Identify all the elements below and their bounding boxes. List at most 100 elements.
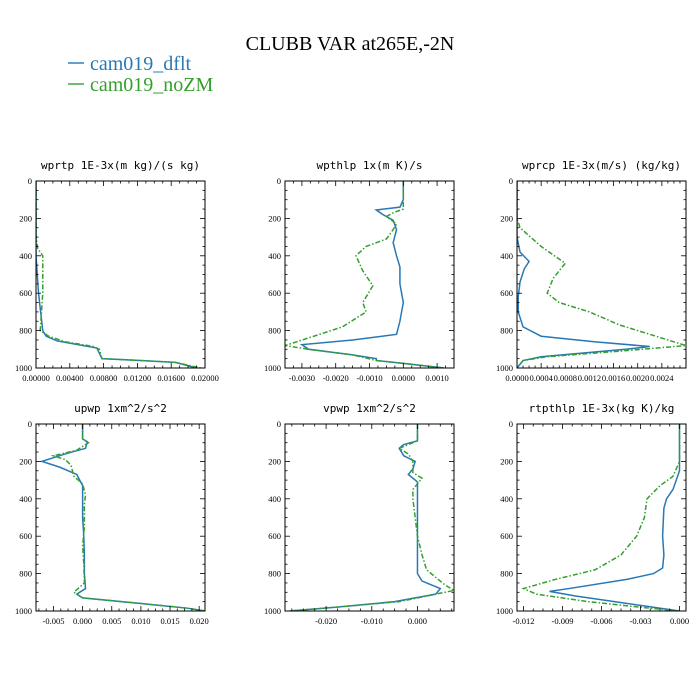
panel-title: rtpthlp 1E-3x(kg K)/kg <box>529 402 675 415</box>
y-tick-label: 0 <box>277 176 281 186</box>
series-line-dflt <box>549 424 681 611</box>
panel-4: upwp 1xm^2/s^2 0 200 400 600 800 1000 -0.005 0.0… <box>15 402 209 626</box>
y-tick-label: 800 <box>500 569 513 579</box>
x-tick-label: -0.012 <box>513 616 535 626</box>
y-tick-label: 1000 <box>496 363 513 373</box>
y-tick-label: 1000 <box>496 606 513 616</box>
y-tick-label: 200 <box>268 213 281 223</box>
x-tick-label: 0.0008 <box>554 373 577 383</box>
series-line-nozm <box>517 181 686 368</box>
y-tick-label: 400 <box>500 251 513 261</box>
series-line-nozm <box>521 424 681 611</box>
x-tick-label: -0.0030 <box>289 373 315 383</box>
y-tick-label: 400 <box>19 494 32 504</box>
x-tick-label: 0.00800 <box>90 373 118 383</box>
x-tick-label: -0.0010 <box>356 373 382 383</box>
x-tick-label: 0.01200 <box>124 373 152 383</box>
panel-5: vpwp 1xm^2/s^2 0 200 400 600 800 1000 -0.020 -0.… <box>264 402 455 626</box>
series-group <box>517 181 686 368</box>
y-tick-label: 800 <box>19 326 32 336</box>
x-tick-label: 0.010 <box>131 616 150 626</box>
x-tick-label: 0.02000 <box>191 373 219 383</box>
panel-title: wprcp 1E-3x(m/s) (kg/kg) <box>522 159 681 172</box>
x-tick-label: -0.0020 <box>323 373 349 383</box>
x-tick-label: 0.0010 <box>425 373 448 383</box>
y-tick-label: 0 <box>509 176 513 186</box>
x-tick-label: 0.005 <box>102 616 121 626</box>
x-tick-label: 0.00000 <box>22 373 50 383</box>
series-line-dflt <box>36 181 197 368</box>
x-tick-label: -0.010 <box>361 616 383 626</box>
y-tick-label: 800 <box>19 569 32 579</box>
y-tick-label: 800 <box>268 569 281 579</box>
y-tick-label: 0 <box>509 419 513 429</box>
y-tick-label: 1000 <box>15 606 32 616</box>
panel-title: wprtp 1E-3x(m kg)/(s kg) <box>41 159 200 172</box>
x-tick-label: 0.0012 <box>578 373 601 383</box>
series-line-nozm <box>50 424 205 611</box>
x-tick-label: 0.01600 <box>157 373 185 383</box>
x-tick-label: -0.003 <box>630 616 652 626</box>
y-tick-label: 400 <box>500 494 513 504</box>
y-tick-label: 600 <box>500 531 513 541</box>
x-tick-label: 0.015 <box>160 616 179 626</box>
y-tick-label: 1000 <box>264 606 281 616</box>
y-tick-label: 0 <box>277 419 281 429</box>
panel-title: vpwp 1xm^2/s^2 <box>323 402 416 415</box>
series-group <box>289 424 454 611</box>
panel-1: wprtp 1E-3x(m kg)/(s kg) 0 200 400 600 800 100… <box>15 159 219 383</box>
panel-2: wpthlp 1x(m K)/s 0 200 400 600 800 1000 -0.0030… <box>264 159 455 383</box>
y-tick-label: 0 <box>28 419 32 429</box>
x-tick-label: 0.00400 <box>56 373 84 383</box>
series-line-nozm <box>285 181 444 368</box>
figure-title: CLUBB VAR at265E,-2N <box>246 33 455 55</box>
plot-frame <box>516 180 687 369</box>
x-tick-label: 0.000 <box>408 616 427 626</box>
x-tick-label: 0.0000 <box>505 373 528 383</box>
y-tick-label: 600 <box>19 288 32 298</box>
y-tick-label: 0 <box>28 176 32 186</box>
x-tick-label: -0.020 <box>315 616 337 626</box>
y-tick-label: 800 <box>500 326 513 336</box>
series-line-dflt <box>517 181 650 368</box>
x-tick-label: -0.005 <box>42 616 64 626</box>
y-tick-label: 600 <box>268 531 281 541</box>
legend-label-dflt: cam019_dflt <box>90 53 192 75</box>
series-line-nozm <box>289 424 454 611</box>
plot-frame <box>35 423 206 612</box>
panel-3: wprcp 1E-3x(m/s) (kg/kg) 0 200 400 600 800 100… <box>496 159 687 383</box>
plot-frame <box>35 180 206 369</box>
series-line-nozm <box>36 181 201 368</box>
y-tick-label: 400 <box>268 251 281 261</box>
y-tick-label: 200 <box>268 456 281 466</box>
panel-title: upwp 1xm^2/s^2 <box>74 402 167 415</box>
y-tick-label: 800 <box>268 326 281 336</box>
y-tick-label: 600 <box>268 288 281 298</box>
x-tick-label: 0.0016 <box>602 373 625 383</box>
series-group <box>521 424 681 611</box>
x-tick-label: 0.0004 <box>529 373 553 383</box>
series-group <box>36 181 201 368</box>
x-tick-label: 0.0020 <box>626 373 649 383</box>
x-tick-label: -0.009 <box>552 616 574 626</box>
panel-title: wpthlp 1x(m K)/s <box>317 159 423 172</box>
y-tick-label: 200 <box>500 456 513 466</box>
y-tick-label: 200 <box>500 213 513 223</box>
plot-frame <box>284 423 455 612</box>
x-tick-label: 0.0024 <box>650 373 674 383</box>
y-tick-label: 600 <box>19 531 32 541</box>
x-tick-label: 0.020 <box>190 616 209 626</box>
y-tick-label: 400 <box>19 251 32 261</box>
panel-6: rtpthlp 1E-3x(kg K)/kg02004006008001000-… <box>496 402 689 626</box>
y-tick-label: 400 <box>268 494 281 504</box>
legend-label-nozm: cam019_noZM <box>90 74 214 96</box>
legend: cam019_dflt cam019_noZM <box>68 53 214 96</box>
y-tick-label: 600 <box>500 288 513 298</box>
series-group <box>285 181 444 368</box>
series-group <box>39 424 205 611</box>
y-tick-label: 1000 <box>264 363 281 373</box>
x-tick-label: 0.0000 <box>392 373 415 383</box>
x-tick-label: 0.000 <box>670 616 689 626</box>
y-tick-label: 1000 <box>15 363 32 373</box>
